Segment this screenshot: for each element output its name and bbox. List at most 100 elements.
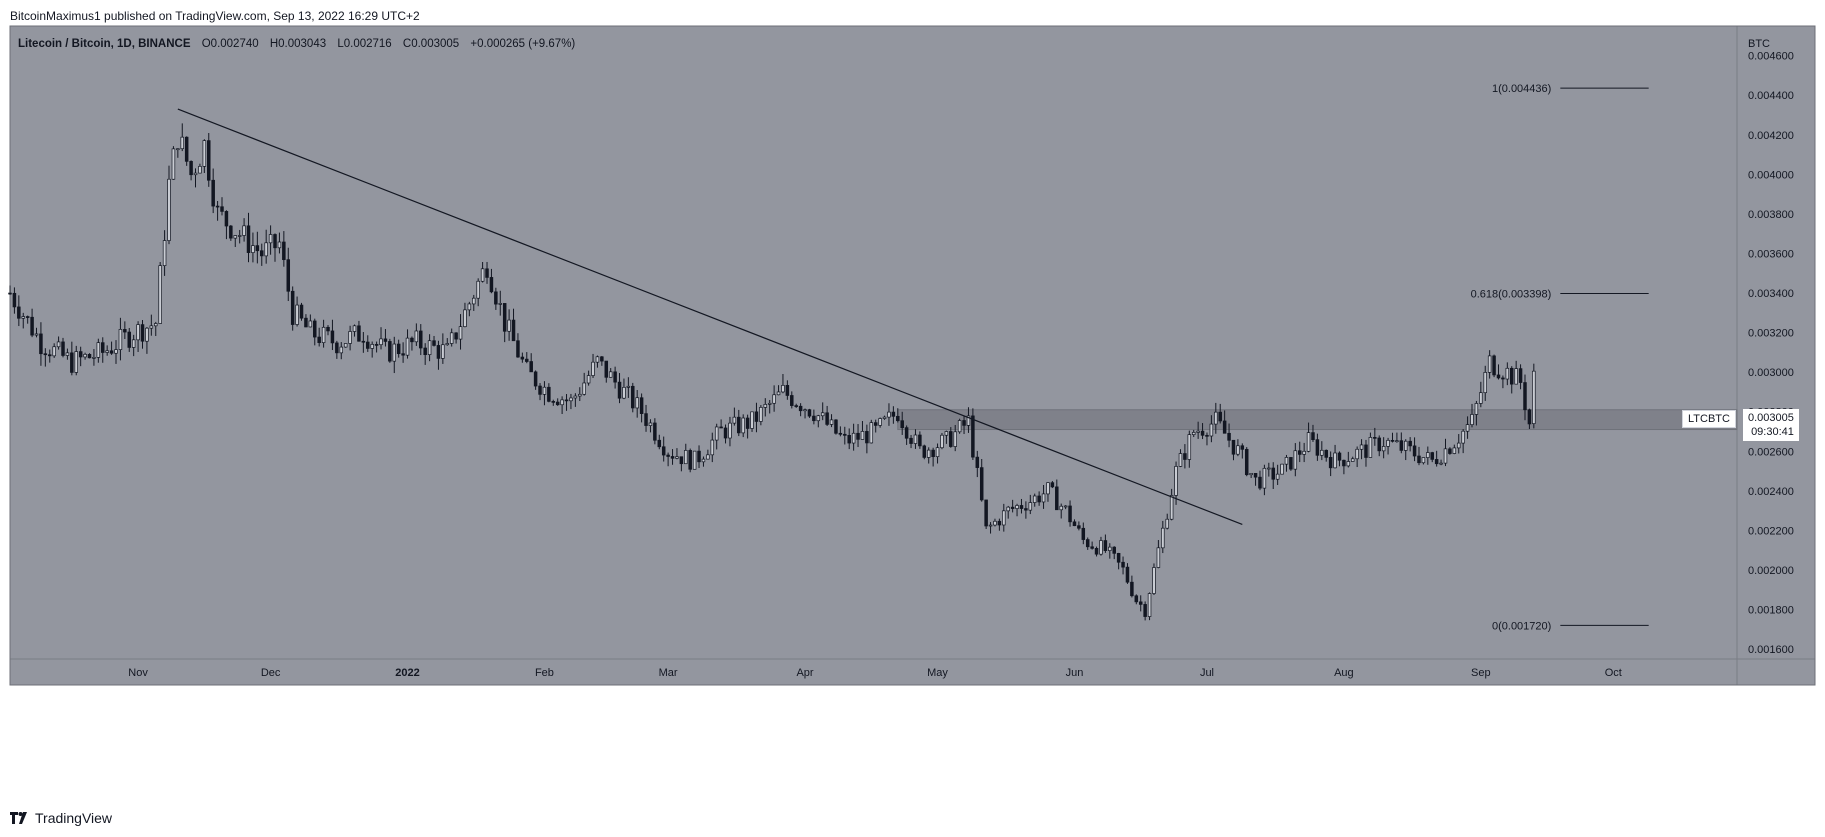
fib-level-label: 1(0.004436) bbox=[1492, 83, 1551, 95]
candle-body bbox=[1214, 411, 1218, 425]
candle-body bbox=[1156, 547, 1161, 568]
candle bbox=[878, 417, 882, 428]
candle bbox=[529, 353, 533, 373]
candle-body bbox=[136, 324, 140, 341]
candle-body bbox=[820, 412, 825, 417]
candle-body bbox=[237, 235, 242, 237]
candle-body bbox=[1302, 450, 1306, 455]
candle bbox=[260, 243, 264, 266]
candle-body bbox=[1364, 444, 1368, 458]
candle-body bbox=[330, 330, 335, 344]
legend-symbol[interactable]: Litecoin / Bitcoin, 1D, BINANCE bbox=[18, 38, 191, 50]
candle bbox=[383, 329, 388, 347]
candle bbox=[105, 345, 109, 356]
candle-body bbox=[993, 520, 997, 526]
candle bbox=[595, 355, 600, 368]
candle bbox=[1337, 451, 1342, 467]
tradingview-brand-text: TradingView bbox=[35, 810, 113, 826]
price-tick-label: 0.004000 bbox=[1748, 169, 1794, 181]
candle bbox=[962, 416, 966, 435]
candle bbox=[1412, 437, 1417, 462]
candle-body bbox=[352, 325, 357, 332]
candle-body bbox=[710, 439, 715, 456]
candle-body bbox=[1121, 561, 1125, 568]
price-tick-label: 0.003600 bbox=[1748, 248, 1794, 260]
candle-body bbox=[887, 411, 891, 418]
candle bbox=[971, 408, 975, 460]
candle-body bbox=[1501, 377, 1505, 380]
candle bbox=[1169, 488, 1174, 521]
candle bbox=[904, 425, 909, 445]
candle-body bbox=[1324, 449, 1328, 458]
candle-body bbox=[1403, 440, 1408, 451]
candle bbox=[1280, 463, 1284, 475]
candle-body bbox=[666, 454, 670, 457]
tradingview-logo[interactable]: TradingView bbox=[10, 810, 112, 826]
candle bbox=[61, 337, 65, 358]
candle-body bbox=[1527, 409, 1532, 425]
candle bbox=[670, 449, 675, 465]
candle bbox=[940, 432, 944, 450]
candle-body bbox=[595, 356, 600, 363]
candle bbox=[410, 336, 414, 351]
candle-body bbox=[1492, 355, 1496, 376]
candle-body bbox=[1417, 455, 1421, 464]
candle bbox=[458, 314, 463, 350]
candle-body bbox=[1253, 473, 1258, 478]
candle-body bbox=[940, 434, 944, 449]
tradingview-logo-icon bbox=[10, 812, 27, 824]
candle-body bbox=[1333, 452, 1337, 469]
candle-body bbox=[1090, 546, 1094, 549]
candle bbox=[1289, 457, 1293, 471]
candle-body bbox=[1426, 452, 1430, 458]
candle bbox=[1050, 480, 1055, 489]
candle-body bbox=[538, 385, 542, 395]
candle-body bbox=[1373, 437, 1377, 439]
candle-body bbox=[207, 140, 211, 181]
candle bbox=[1214, 402, 1218, 434]
candle bbox=[463, 302, 467, 328]
candle-body bbox=[467, 303, 472, 311]
candle-body bbox=[1072, 521, 1077, 527]
candle-body bbox=[1514, 368, 1518, 385]
candle bbox=[131, 334, 136, 357]
candle-body bbox=[458, 326, 463, 340]
candle bbox=[1426, 446, 1430, 465]
candle bbox=[1156, 540, 1161, 569]
candle bbox=[1068, 500, 1072, 527]
candle bbox=[701, 456, 706, 467]
candle bbox=[1373, 427, 1377, 446]
candle-body bbox=[1434, 459, 1439, 465]
candle bbox=[1355, 446, 1359, 468]
candle bbox=[388, 338, 392, 363]
candle-body bbox=[180, 136, 185, 150]
candle-body bbox=[1231, 439, 1236, 455]
candle-body bbox=[158, 265, 162, 324]
price-tick-label: 0.003200 bbox=[1748, 328, 1794, 340]
candle-body bbox=[679, 456, 684, 465]
candle bbox=[1258, 470, 1262, 491]
candle-body bbox=[962, 420, 966, 426]
symbol-label: LTCBTC bbox=[1682, 410, 1736, 428]
candle-body bbox=[286, 259, 291, 292]
candle-body bbox=[1483, 372, 1487, 394]
candle bbox=[145, 327, 149, 354]
candle bbox=[454, 332, 458, 344]
candle bbox=[1191, 429, 1196, 438]
candle bbox=[869, 419, 874, 444]
candle bbox=[1518, 364, 1523, 390]
candle bbox=[1403, 439, 1408, 461]
candle bbox=[639, 393, 644, 423]
candle-body bbox=[1236, 445, 1240, 455]
candle-body bbox=[1006, 506, 1010, 512]
candle bbox=[993, 518, 997, 527]
legend-close-value: 0.003005 bbox=[411, 38, 460, 50]
candle-body bbox=[1187, 434, 1192, 460]
candle bbox=[92, 349, 96, 366]
candle bbox=[684, 443, 688, 465]
candle bbox=[688, 448, 692, 473]
candle bbox=[511, 308, 516, 342]
candle-body bbox=[701, 458, 706, 463]
candle bbox=[843, 426, 847, 445]
